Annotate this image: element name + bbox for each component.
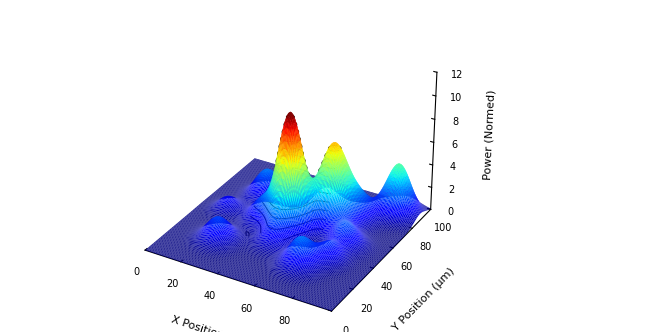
- Y-axis label: Y Position (μm): Y Position (μm): [391, 267, 457, 332]
- X-axis label: X Position (μm): X Position (μm): [170, 315, 254, 332]
